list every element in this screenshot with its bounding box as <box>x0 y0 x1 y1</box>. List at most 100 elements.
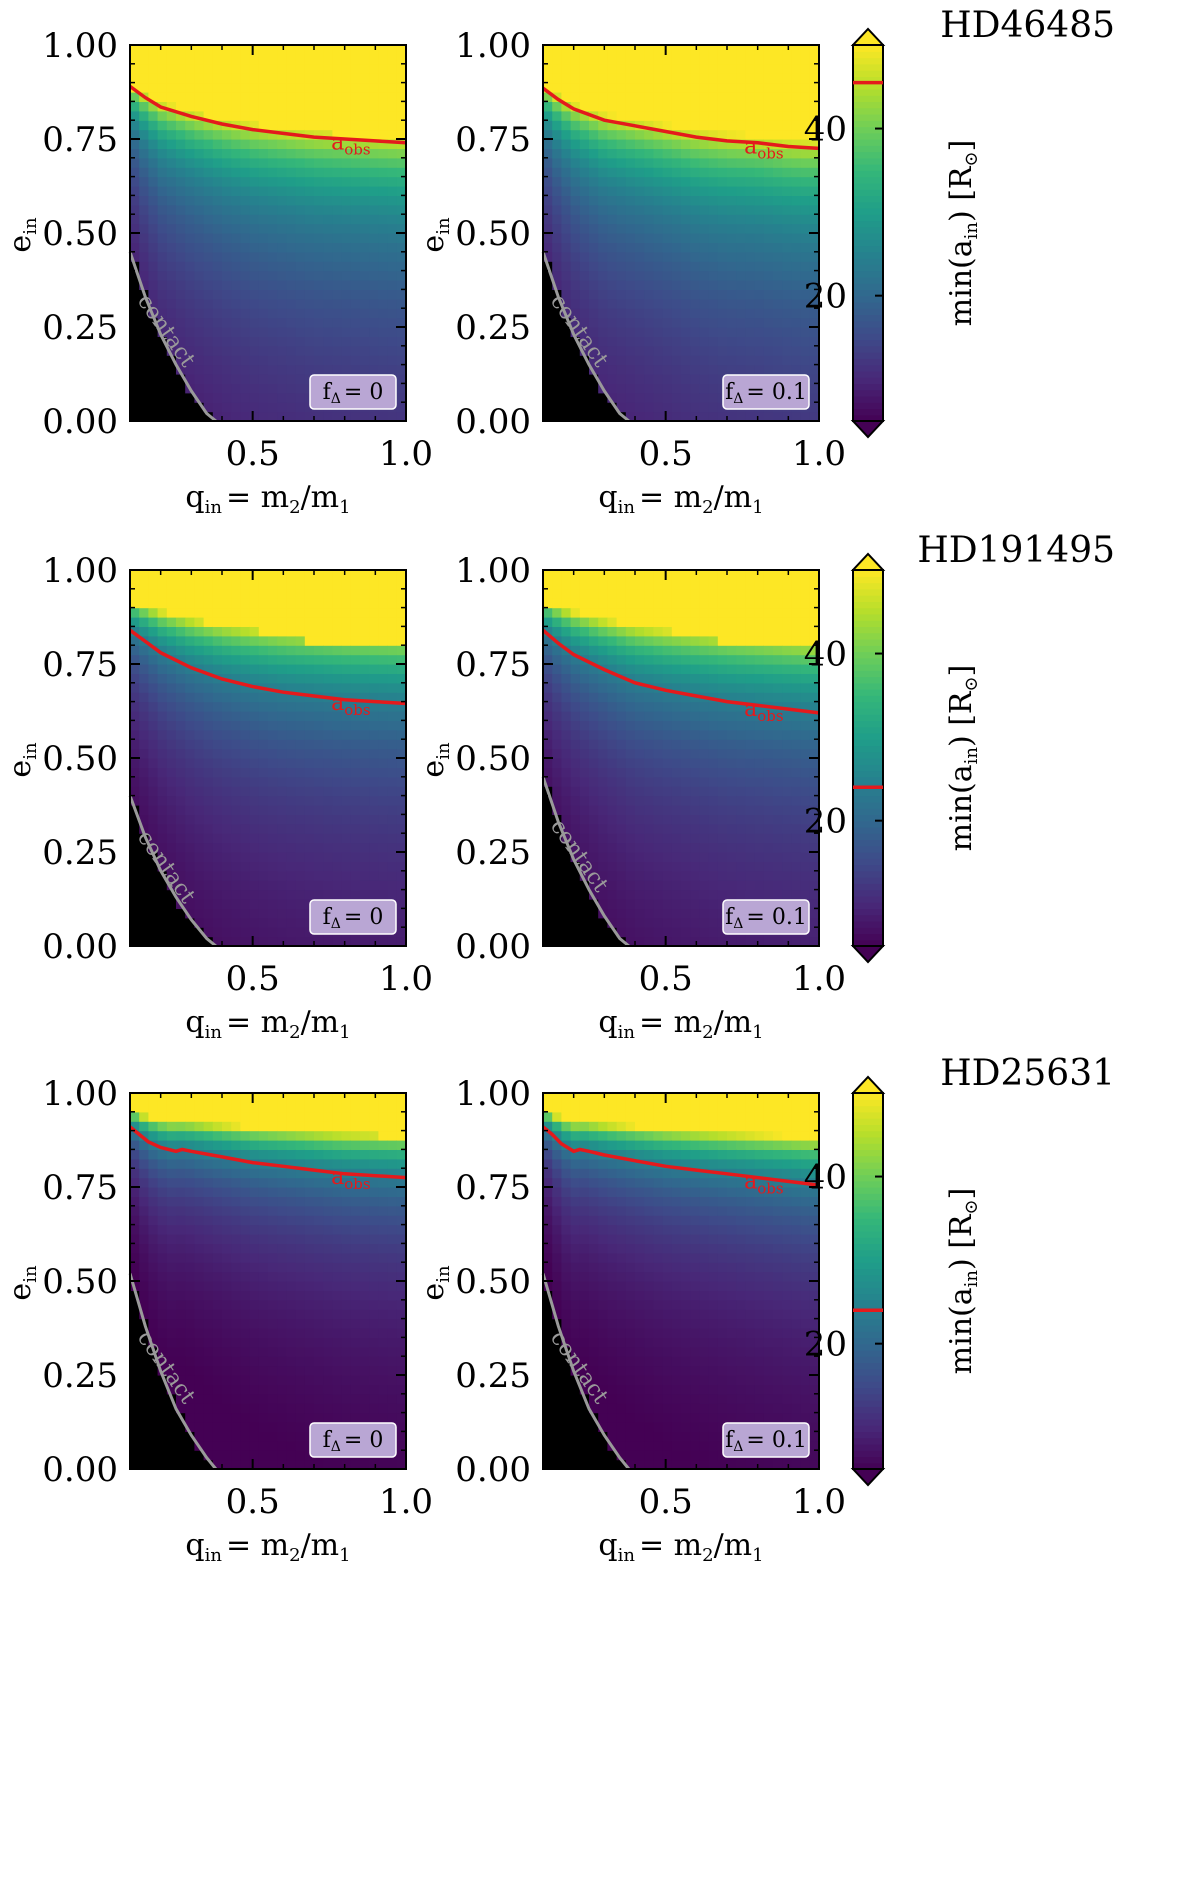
heatmap-cell <box>148 692 159 703</box>
heatmap-cell <box>185 842 195 853</box>
heatmap-cell <box>662 908 673 919</box>
heatmap-cell <box>579 242 590 253</box>
heatmap-cell <box>249 635 260 646</box>
heatmap-cell <box>745 308 756 319</box>
heatmap-cell <box>185 833 195 844</box>
heatmap-cell <box>754 814 765 825</box>
heatmap-cell <box>727 805 737 815</box>
label-part: a <box>744 135 757 160</box>
heatmap-cell <box>717 664 728 674</box>
y-tick-label: 1.00 <box>42 551 118 591</box>
heatmap-cell <box>791 327 802 337</box>
heatmap-cell <box>635 889 645 900</box>
heatmap-cell <box>552 927 562 938</box>
heatmap-cell <box>561 598 572 609</box>
heatmap-cell <box>130 374 140 384</box>
heatmap-cell <box>589 392 599 403</box>
heatmap-cell <box>295 579 306 590</box>
heatmap-cell <box>699 157 710 168</box>
heatmap-cell <box>249 82 260 93</box>
heatmap-cell <box>350 814 361 825</box>
heatmap-cell <box>350 739 361 750</box>
heatmap-cell <box>616 664 627 674</box>
heatmap-cell <box>240 870 251 881</box>
heatmap-cell <box>690 701 700 712</box>
heatmap-cell <box>763 242 774 253</box>
heatmap-cell <box>369 92 379 102</box>
heatmap-cell <box>350 579 361 590</box>
heatmap-cell <box>176 54 186 65</box>
heatmap-cell <box>782 251 792 262</box>
heatmap-cell <box>754 795 765 806</box>
heatmap-cell <box>561 908 572 919</box>
heatmap-cell <box>231 833 241 844</box>
heatmap-cell <box>286 251 297 262</box>
heatmap-cell <box>625 308 636 319</box>
heatmap-cell <box>616 233 627 243</box>
heatmap-cell <box>304 579 315 590</box>
heatmap-cell <box>194 92 205 102</box>
heatmap-cell <box>607 317 618 328</box>
heatmap-cell <box>148 214 159 225</box>
heatmap-cell <box>387 251 398 262</box>
heatmap-cell <box>157 270 168 281</box>
heatmap-cell <box>332 317 343 328</box>
heatmap-cell <box>570 767 581 778</box>
heatmap-cell <box>249 795 260 806</box>
heatmap-cell <box>360 767 370 778</box>
heatmap-cell <box>350 823 361 834</box>
heatmap-cell <box>708 195 719 206</box>
heatmap-cell <box>396 701 407 712</box>
heatmap-cell <box>277 186 287 196</box>
heatmap-cell <box>671 654 682 665</box>
heatmap-cell <box>295 186 306 196</box>
heatmap-cell <box>212 579 223 590</box>
heatmap-cell <box>369 110 379 121</box>
heatmap-cell <box>543 233 553 243</box>
heatmap-cell <box>543 579 553 590</box>
heatmap-cell <box>304 682 315 693</box>
heatmap-cell <box>387 607 398 618</box>
heatmap-cell <box>662 880 673 891</box>
heatmap-cell <box>598 645 608 656</box>
heatmap-cell <box>809 411 820 422</box>
colorbar-cell <box>853 145 883 153</box>
heatmap-cell <box>130 889 140 900</box>
heatmap-cell <box>360 654 370 665</box>
heatmap-cell <box>203 157 214 168</box>
heatmap-cell <box>268 374 278 384</box>
heatmap-cell <box>616 617 627 627</box>
heatmap-cell <box>295 748 306 759</box>
heatmap-cell <box>699 711 710 721</box>
heatmap-cell <box>396 899 407 909</box>
heatmap-cell <box>763 776 774 787</box>
heatmap-cell <box>607 214 618 225</box>
heatmap-cell <box>671 298 682 309</box>
heatmap-cell <box>360 682 370 693</box>
heatmap-cell <box>222 270 232 281</box>
heatmap-cell <box>662 739 673 750</box>
heatmap-cell <box>222 673 232 684</box>
heatmap-cell <box>773 280 783 290</box>
heatmap-cell <box>708 214 719 225</box>
heatmap-cell <box>579 814 590 825</box>
heatmap-cell <box>360 570 370 580</box>
heatmap-cell <box>708 374 719 384</box>
heatmap-cell <box>754 776 765 787</box>
heatmap-cell <box>203 739 214 750</box>
heatmap-cell <box>240 261 251 272</box>
heatmap-cell <box>800 355 811 366</box>
heatmap-cell <box>745 345 756 356</box>
heatmap-cell <box>360 214 370 225</box>
heatmap-cell <box>561 917 572 928</box>
heatmap-cell <box>699 767 710 778</box>
heatmap-cell <box>579 889 590 900</box>
heatmap-cell <box>332 148 343 159</box>
heatmap-cell <box>598 607 608 618</box>
heatmap-cell <box>635 223 645 234</box>
heatmap-cell <box>690 758 700 768</box>
heatmap-cell <box>166 917 177 928</box>
heatmap-cell <box>708 626 719 637</box>
heatmap-cell <box>579 73 590 84</box>
heatmap-cell <box>653 579 664 590</box>
